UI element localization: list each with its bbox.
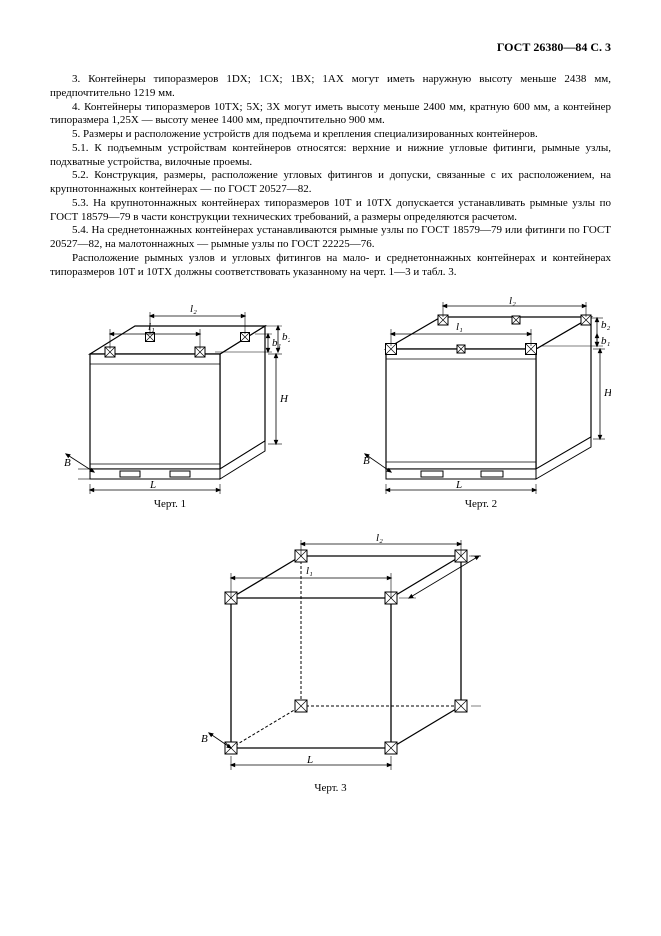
svg-text:B: B — [201, 733, 208, 745]
figure-2: l₁ l₂ b₂ b₁ H L B Черт. 2 — [351, 294, 611, 510]
figure-3-svg: l₁l₂b₁b₂HLB — [181, 528, 481, 778]
figure-1: l₁ l₂ b₁b₂ H L B Черт. 1 — [50, 294, 290, 510]
svg-text:l₁: l₁ — [306, 565, 313, 577]
para-5-4: 5.4. На среднетоннажных контейнерах уста… — [50, 224, 611, 252]
figure-3-caption: Черт. 3 — [181, 782, 481, 794]
svg-text:H: H — [279, 393, 289, 405]
svg-text:B: B — [64, 457, 71, 469]
figure-2-svg: l₁ l₂ b₂ b₁ H L B — [351, 294, 611, 494]
svg-text:b₁: b₁ — [272, 337, 282, 349]
svg-text:l₂: l₂ — [509, 295, 516, 307]
svg-text:b₁: b₁ — [601, 335, 611, 347]
figure-3: l₁l₂b₁b₂HLB Черт. 3 — [181, 528, 481, 794]
para-4: 4. Контейнеры типоразмеров 10TX; 5X; 3X … — [50, 101, 611, 129]
para-5: 5. Размеры и расположение устройств для … — [50, 128, 611, 142]
svg-text:B: B — [363, 455, 370, 467]
figure-1-caption: Черт. 1 — [50, 498, 290, 510]
svg-text:l₁: l₁ — [456, 321, 463, 333]
body-text: 3. Контейнеры типоразмеров 1DX; 1CX; 1BX… — [50, 73, 611, 279]
para-3: 3. Контейнеры типоразмеров 1DX; 1CX; 1BX… — [50, 73, 611, 101]
figure-1-svg: l₁ l₂ b₁b₂ H L B — [50, 294, 290, 494]
para-5-3: 5.3. На крупнотоннажных контейнерах типо… — [50, 197, 611, 225]
svg-text:l₁: l₁ — [148, 321, 155, 333]
svg-text:H: H — [603, 387, 611, 399]
svg-text:b₂: b₂ — [601, 319, 611, 331]
svg-text:b₂: b₂ — [282, 331, 290, 343]
figure-2-caption: Черт. 2 — [351, 498, 611, 510]
page-header: ГОСТ 26380—84 С. 3 — [50, 40, 611, 55]
svg-text:l₂: l₂ — [376, 532, 383, 544]
svg-text:L: L — [306, 754, 313, 766]
svg-text:l₂: l₂ — [190, 303, 197, 315]
para-5-1: 5.1. К подъемным устройствам контейнеров… — [50, 142, 611, 170]
para-5-2: 5.2. Конструкция, размеры, расположение … — [50, 169, 611, 197]
svg-text:L: L — [149, 479, 156, 491]
svg-text:L: L — [455, 479, 462, 491]
para-5-5: Расположение рымных узлов и угловых фити… — [50, 252, 611, 280]
